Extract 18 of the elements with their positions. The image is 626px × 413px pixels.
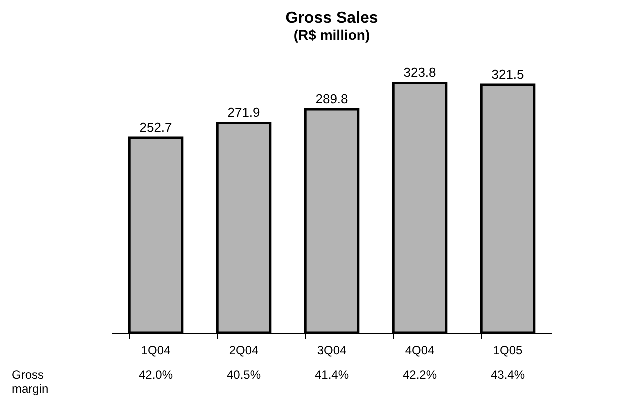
data-label: 252.7 xyxy=(140,120,172,136)
text: Gross margin xyxy=(12,368,49,396)
data-label: 321.5 xyxy=(492,66,524,82)
x-tick-label: 1Q04 xyxy=(141,344,171,358)
text: 42.0% xyxy=(138,368,174,382)
x-tick-label: 2Q04 xyxy=(229,344,259,358)
chart-title: Gross Sales xyxy=(286,10,378,27)
chart-subtitle: (R$ million) xyxy=(294,27,370,43)
text: 43.4% xyxy=(490,368,526,382)
data-label: 289.8 xyxy=(316,91,348,106)
data-label: 323.8 xyxy=(404,65,436,80)
text: 41.4% xyxy=(314,368,350,382)
x-tick-label: 1Q05 xyxy=(493,344,523,358)
text: 40.5% xyxy=(226,368,262,382)
x-tick-label: 4Q04 xyxy=(405,344,435,358)
x-tick-label: 3Q04 xyxy=(317,344,347,358)
data-label: 271.9 xyxy=(228,105,260,120)
text: 42.2% xyxy=(402,368,438,382)
